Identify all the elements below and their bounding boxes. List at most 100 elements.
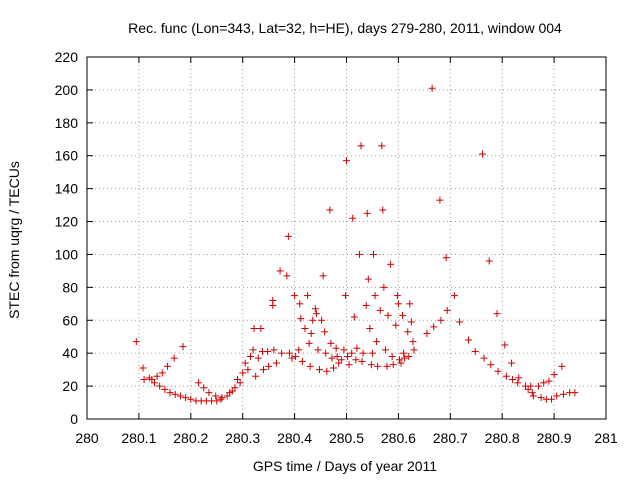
data-point [295, 346, 303, 354]
data-point [176, 392, 184, 400]
data-point [292, 352, 300, 360]
data-point [276, 267, 284, 275]
data-point [344, 352, 352, 360]
data-point [485, 257, 493, 265]
data-point [471, 348, 479, 356]
data-point [298, 357, 306, 365]
data-point [537, 394, 545, 402]
data-points [132, 84, 579, 405]
data-point [140, 376, 148, 384]
data-point [393, 292, 401, 300]
data-point [301, 325, 309, 332]
data-point [244, 366, 252, 374]
x-tick-labels: 280 280.1 280.2 280.3 280.4 280.5 280.6 280.7 28… [75, 430, 618, 446]
data-point [296, 300, 304, 308]
data-point [366, 325, 374, 332]
data-point [314, 346, 322, 354]
x-tick-label: 280.5 [329, 430, 364, 446]
data-point [502, 372, 510, 380]
data-point [369, 250, 377, 258]
data-point [545, 377, 553, 385]
data-point [508, 359, 516, 367]
data-point [264, 348, 272, 356]
data-point [374, 362, 382, 370]
y-tick-label: 160 [55, 148, 79, 164]
x-tick-label: 280.6 [381, 430, 416, 446]
data-point [318, 316, 326, 324]
data-point [312, 310, 320, 318]
data-point [384, 311, 392, 319]
y-tick-label: 140 [55, 181, 79, 197]
y-tick-label: 20 [62, 378, 78, 394]
data-point [395, 356, 403, 364]
data-point [553, 392, 561, 400]
x-tick-label: 280.4 [277, 430, 312, 446]
data-point [254, 354, 262, 362]
data-point [171, 390, 179, 398]
data-point [397, 359, 405, 367]
y-axis-title: STEC from uqrg / TECUs [6, 161, 22, 319]
x-tick-label: 281 [594, 430, 618, 446]
data-point [352, 356, 360, 364]
data-point [195, 379, 203, 387]
data-point [241, 359, 249, 367]
data-point [153, 372, 161, 380]
y-tick-label: 220 [55, 49, 79, 65]
data-point [363, 209, 371, 217]
y-tick-label: 60 [62, 312, 78, 328]
data-point [480, 354, 488, 362]
data-point [571, 389, 579, 397]
data-point [558, 362, 566, 370]
x-tick-label: 280.3 [225, 430, 260, 446]
data-point [371, 292, 379, 300]
data-point [345, 361, 353, 369]
y-tick-label: 180 [55, 115, 79, 131]
data-point [322, 349, 330, 357]
plot-frame [86, 56, 607, 420]
data-point [307, 329, 315, 337]
data-point [529, 392, 537, 400]
data-point [200, 384, 208, 392]
grid-lines [87, 57, 606, 419]
data-point [327, 339, 335, 347]
data-point [305, 339, 313, 347]
data-point [364, 275, 372, 283]
data-point [156, 382, 164, 390]
data-point [515, 374, 523, 382]
y-tick-label: 0 [70, 411, 78, 427]
data-point [283, 272, 291, 280]
data-point [359, 349, 367, 357]
data-point [139, 364, 147, 372]
data-point [404, 328, 412, 336]
data-point [272, 359, 280, 367]
data-point [380, 283, 388, 291]
chart-title: Rec. func (Lon=343, Lat=32, h=HE), days … [128, 20, 562, 36]
data-point [330, 364, 338, 372]
data-point [166, 389, 174, 397]
data-point [343, 157, 350, 165]
data-point [218, 394, 226, 402]
y-tick-label: 200 [55, 82, 79, 98]
data-point [291, 292, 299, 300]
data-point [514, 379, 522, 387]
data-point [378, 142, 386, 150]
data-point [323, 367, 331, 375]
data-point [257, 325, 265, 332]
x-tick-label: 280.1 [121, 430, 156, 446]
data-point [443, 306, 451, 314]
data-point [550, 371, 558, 379]
data-point [400, 349, 408, 357]
data-point [306, 362, 314, 370]
data-point [284, 232, 292, 240]
data-point [355, 250, 363, 258]
data-point [389, 361, 397, 369]
data-point [442, 254, 450, 262]
data-point [212, 392, 220, 400]
data-point [179, 343, 187, 351]
data-point [410, 346, 418, 354]
data-point [409, 338, 417, 346]
data-point [368, 349, 376, 357]
data-point [535, 382, 543, 390]
data-point [187, 395, 195, 403]
data-point [362, 301, 370, 309]
